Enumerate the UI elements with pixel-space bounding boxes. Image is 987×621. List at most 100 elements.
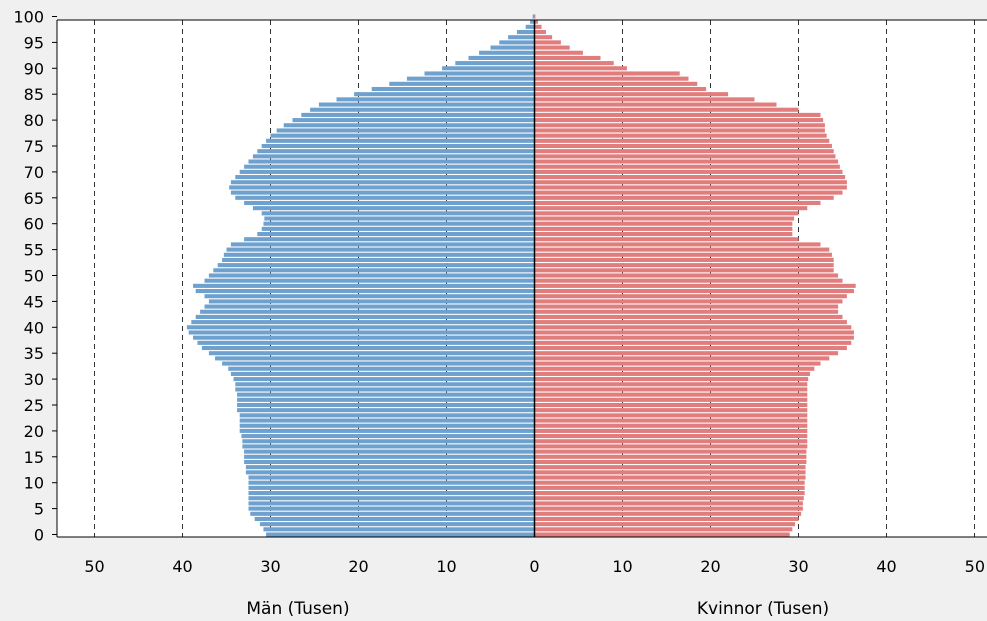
bar-men-age-95 <box>499 40 535 45</box>
bar-women-age-35 <box>534 351 839 356</box>
y-tick-label-15: 15 <box>24 448 44 467</box>
y-tick-label-30: 30 <box>24 370 44 389</box>
y-tick-label-85: 85 <box>24 85 44 104</box>
bar-women-age-39 <box>534 330 854 335</box>
x-axis-title-women: Kvinnor (Tusen) <box>697 599 829 619</box>
bar-women-age-4 <box>534 511 802 516</box>
y-tick-label-45: 45 <box>24 292 44 311</box>
y-tick-label-70: 70 <box>24 163 44 182</box>
bar-women-age-46 <box>534 294 847 299</box>
bar-women-age-7 <box>534 496 804 501</box>
y-tick-label-5: 5 <box>34 500 44 519</box>
bar-women-age-89 <box>534 71 680 76</box>
bar-women-age-6 <box>534 501 803 506</box>
bar-men-age-4 <box>250 511 535 516</box>
bar-men-age-33 <box>222 361 535 366</box>
bar-women-age-84 <box>534 97 755 102</box>
bar-women-age-100 <box>534 14 536 19</box>
bar-women-age-21 <box>534 423 808 428</box>
bar-men-age-38 <box>193 335 535 340</box>
bar-men-age-26 <box>237 397 535 402</box>
bar-women-age-48 <box>534 283 856 288</box>
bar-men-age-84 <box>336 97 535 102</box>
bar-women-age-37 <box>534 340 852 345</box>
bar-women-age-19 <box>534 434 808 439</box>
bar-men-age-46 <box>204 294 535 299</box>
bar-men-age-29 <box>235 382 535 387</box>
bar-men-age-14 <box>244 459 535 465</box>
bar-women-age-77 <box>534 133 827 138</box>
bar-men-age-5 <box>248 506 535 511</box>
y-tick-label-75: 75 <box>24 137 44 156</box>
bar-women-age-51 <box>534 268 834 273</box>
bar-women-age-78 <box>534 128 825 133</box>
x-tick-label-right-40: 40 <box>876 557 896 576</box>
bar-men-age-55 <box>226 247 535 252</box>
x-tick-label-right-20: 20 <box>700 557 720 576</box>
x-tick-label-left-20: 20 <box>348 557 368 576</box>
bar-men-age-97 <box>516 29 535 35</box>
y-tick-label-50: 50 <box>24 267 44 286</box>
bar-men-age-34 <box>215 356 535 361</box>
bar-men-age-83 <box>318 102 535 107</box>
bar-women-age-34 <box>534 356 830 361</box>
bar-women-age-97 <box>534 29 546 35</box>
bar-men-age-22 <box>239 418 535 423</box>
bar-men-age-61 <box>264 216 535 221</box>
bar-women-age-55 <box>534 247 830 252</box>
bar-men-age-30 <box>233 377 535 382</box>
bar-women-age-29 <box>534 382 808 387</box>
series-women-bars <box>534 14 856 537</box>
bar-women-age-1 <box>534 527 793 532</box>
bar-women-age-2 <box>534 522 795 527</box>
bar-women-age-12 <box>534 470 806 475</box>
bar-women-age-40 <box>534 325 852 330</box>
bar-women-age-95 <box>534 40 561 45</box>
x-tick-label-left-10: 10 <box>436 557 456 576</box>
bar-men-age-82 <box>310 107 535 112</box>
bar-men-age-60 <box>263 221 535 226</box>
bar-men-age-56 <box>230 242 535 247</box>
bar-women-age-85 <box>534 92 729 97</box>
bar-women-age-33 <box>534 361 821 366</box>
bar-women-age-36 <box>534 345 847 351</box>
bar-women-age-8 <box>534 491 805 496</box>
bar-women-age-65 <box>534 195 834 200</box>
bar-men-age-23 <box>239 413 535 418</box>
bar-women-age-71 <box>534 164 840 169</box>
bar-women-age-41 <box>534 320 847 325</box>
y-tick-label-40: 40 <box>24 318 44 337</box>
bar-women-age-14 <box>534 459 807 465</box>
bar-women-age-25 <box>534 402 808 408</box>
bar-men-age-42 <box>195 314 535 319</box>
bar-women-age-18 <box>534 439 808 444</box>
y-tick-label-35: 35 <box>24 344 44 363</box>
bar-men-age-15 <box>244 454 535 459</box>
bar-men-age-13 <box>245 465 535 470</box>
bar-men-age-27 <box>237 392 535 397</box>
bar-men-age-1 <box>263 527 535 532</box>
bar-men-age-86 <box>371 86 535 92</box>
bar-men-age-92 <box>468 55 535 60</box>
bar-men-age-70 <box>239 169 535 174</box>
y-tick-label-20: 20 <box>24 422 44 441</box>
y-tick-label-0: 0 <box>34 526 44 545</box>
bar-women-age-20 <box>534 428 808 433</box>
bar-men-age-54 <box>223 252 535 257</box>
y-tick-label-65: 65 <box>24 189 44 208</box>
bar-men-age-19 <box>241 434 535 439</box>
bar-men-age-74 <box>257 149 535 154</box>
x-tick-label-left-50: 50 <box>84 557 104 576</box>
bar-women-age-30 <box>534 377 809 382</box>
bar-women-age-68 <box>534 180 847 185</box>
bar-women-age-49 <box>534 278 843 283</box>
bar-women-age-86 <box>534 86 707 92</box>
bar-men-age-78 <box>276 128 535 133</box>
bar-women-age-26 <box>534 397 808 402</box>
bar-women-age-73 <box>534 154 836 159</box>
bar-women-age-53 <box>534 257 834 263</box>
bar-men-age-59 <box>261 226 535 231</box>
bar-women-age-32 <box>534 366 815 371</box>
bar-women-age-23 <box>534 413 808 418</box>
bar-men-age-43 <box>200 309 535 314</box>
